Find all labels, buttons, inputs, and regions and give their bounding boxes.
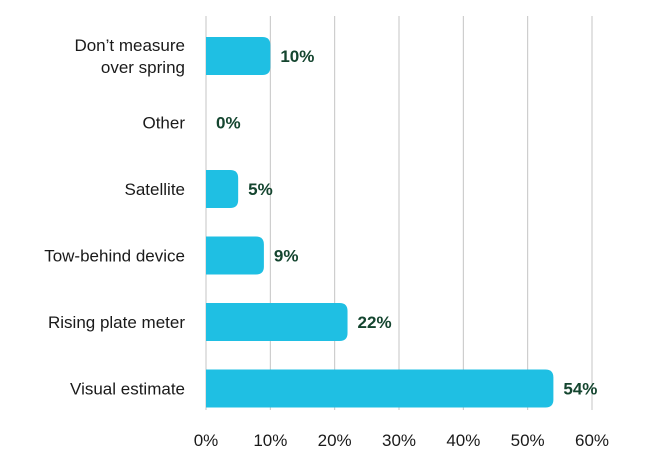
category-label: Visual estimate [70, 380, 185, 399]
category-label: Rising plate meter [48, 313, 185, 332]
category-label-line: Tow-behind device [44, 247, 185, 266]
bar [206, 236, 264, 275]
bar [206, 170, 239, 208]
data-label: 22% [358, 313, 392, 332]
x-axis-tick-labels: 0% 10% 20% 30% 40% 50% 60% [194, 431, 609, 450]
category-label-line: Other [142, 114, 185, 133]
data-label: 9% [274, 247, 299, 266]
category-label: Don’t measure over spring [74, 36, 185, 77]
x-tick-label: 60% [575, 431, 609, 450]
x-tick-label: 20% [318, 431, 352, 450]
bar [206, 37, 271, 75]
x-tick-label: 0% [194, 431, 219, 450]
data-label: 0% [216, 114, 241, 133]
data-label: 10% [280, 47, 314, 66]
category-label: Satellite [125, 180, 185, 199]
bar [206, 303, 348, 341]
category-label-line: Satellite [125, 180, 185, 199]
category-label-line: Visual estimate [70, 380, 185, 399]
bars [206, 37, 554, 408]
data-label: 54% [563, 380, 597, 399]
category-labels: Don’t measure over spring Other Satellite To… [44, 36, 185, 399]
x-tick-label: 40% [446, 431, 480, 450]
data-label: 5% [248, 180, 273, 199]
category-label: Other [142, 114, 185, 133]
category-label-line: Rising plate meter [48, 313, 185, 332]
data-labels: 10% 0% 5% 9% 22% 54% [216, 47, 597, 399]
x-tick-label: 30% [382, 431, 416, 450]
x-tick-label: 50% [511, 431, 545, 450]
category-label-line: over spring [101, 58, 185, 77]
category-label: Tow-behind device [44, 247, 185, 266]
category-label-line: Don’t measure [74, 36, 185, 55]
x-tick-label: 10% [253, 431, 287, 450]
bar [206, 369, 554, 408]
grid-lines [205, 16, 593, 410]
